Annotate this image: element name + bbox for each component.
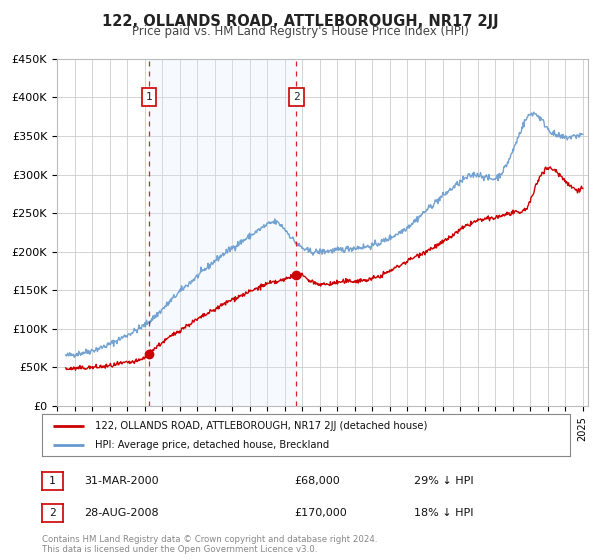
Text: £170,000: £170,000 (294, 508, 347, 518)
Text: 2: 2 (49, 508, 56, 518)
Text: £68,000: £68,000 (294, 476, 340, 486)
Text: 18% ↓ HPI: 18% ↓ HPI (414, 508, 473, 518)
Text: 2: 2 (293, 92, 300, 102)
Text: 31-MAR-2000: 31-MAR-2000 (84, 476, 158, 486)
Text: 122, OLLANDS ROAD, ATTLEBOROUGH, NR17 2JJ (detached house): 122, OLLANDS ROAD, ATTLEBOROUGH, NR17 2J… (95, 421, 427, 431)
Text: 28-AUG-2008: 28-AUG-2008 (84, 508, 158, 518)
Text: This data is licensed under the Open Government Licence v3.0.: This data is licensed under the Open Gov… (42, 545, 317, 554)
Bar (149, 59, 296, 406)
Text: 29% ↓ HPI: 29% ↓ HPI (414, 476, 473, 486)
Text: 122, OLLANDS ROAD, ATTLEBOROUGH, NR17 2JJ: 122, OLLANDS ROAD, ATTLEBOROUGH, NR17 2J… (101, 14, 499, 29)
Text: HPI: Average price, detached house, Breckland: HPI: Average price, detached house, Brec… (95, 440, 329, 450)
Text: Price paid vs. HM Land Registry's House Price Index (HPI): Price paid vs. HM Land Registry's House … (131, 25, 469, 38)
Text: 1: 1 (145, 92, 152, 102)
Text: 1: 1 (49, 476, 56, 486)
Text: Contains HM Land Registry data © Crown copyright and database right 2024.: Contains HM Land Registry data © Crown c… (42, 535, 377, 544)
